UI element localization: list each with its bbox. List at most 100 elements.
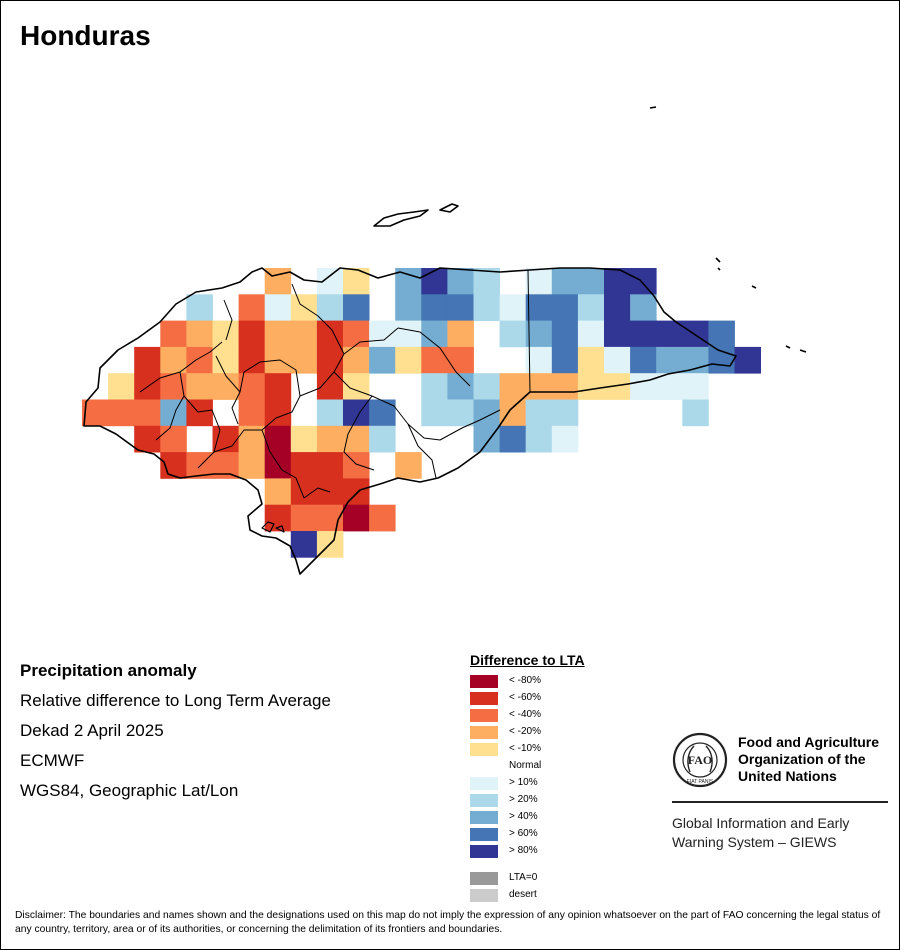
legend-label: Normal (509, 760, 542, 771)
anomaly-cell (682, 373, 709, 400)
anomaly-cell (682, 320, 709, 348)
anomaly-cell (264, 452, 292, 479)
anomaly-cell (630, 373, 657, 400)
anomaly-cell (577, 294, 605, 321)
department-boundaries (139, 269, 531, 499)
anomaly-cell (134, 346, 161, 374)
legend-item-row: < -10% (470, 742, 585, 759)
anomaly-cell (264, 320, 292, 348)
legend-label: > 40% (509, 811, 538, 822)
anomaly-cell (290, 320, 318, 348)
anomaly-grid (82, 268, 761, 558)
legend-label: desert (509, 889, 537, 900)
anomaly-cell (316, 425, 344, 453)
swan-islands (715, 257, 807, 353)
legend-title: Difference to LTA (470, 652, 585, 668)
anomaly-cell (604, 294, 631, 321)
anomaly-cell (656, 346, 683, 374)
anomaly-cell (264, 399, 292, 427)
legend-swatch (470, 828, 498, 841)
legend-item-row: > 80% (470, 844, 585, 861)
anomaly-cell (343, 425, 370, 453)
anomaly-cell (551, 373, 579, 400)
anomaly-cell (160, 399, 187, 427)
anomaly-cell (290, 294, 318, 321)
anomaly-cell (134, 399, 161, 427)
anomaly-cell (577, 373, 605, 400)
anomaly-cell (421, 346, 448, 374)
anomaly-cell (447, 373, 474, 400)
anomaly-cell (290, 504, 318, 532)
anomaly-cell (343, 399, 370, 427)
anomaly-cell (395, 320, 422, 348)
anomaly-cell (186, 373, 213, 400)
anomaly-cell (369, 504, 396, 532)
anomaly-cell (604, 268, 631, 295)
anomaly-cell (630, 346, 657, 374)
anomaly-cell (551, 346, 579, 374)
legend-item-row: < -40% (470, 708, 585, 725)
legend-swatch (470, 709, 498, 722)
fao-divider (672, 801, 888, 803)
anomaly-cell (264, 425, 292, 453)
anomaly-cell (551, 425, 579, 453)
map-title: Honduras (20, 20, 151, 51)
anomaly-cell (212, 320, 239, 348)
legend-label: > 80% (509, 845, 538, 856)
anomaly-cell (160, 425, 187, 453)
anomaly-cell (369, 346, 396, 374)
anomaly-cell (421, 268, 448, 295)
anomaly-cell (395, 452, 422, 479)
anomaly-cell (473, 373, 500, 400)
anomaly-cell (238, 452, 266, 479)
anomaly-cell (238, 399, 266, 427)
anomaly-cell (343, 373, 370, 400)
anomaly-cell (316, 346, 344, 374)
anomaly-cell (290, 531, 318, 558)
fao-logo-icon: FAO FIAT PANIS (672, 732, 728, 788)
legend-swatch (470, 794, 498, 807)
anomaly-cell (734, 346, 761, 374)
info-period: Dekad 2 April 2025 (20, 721, 164, 740)
anomaly-cell (577, 346, 605, 374)
anomaly-cell (447, 346, 474, 374)
anomaly-cell (499, 373, 527, 400)
legend-item-row: < -80% (470, 674, 585, 691)
anomaly-cell (421, 294, 448, 321)
fao-name-line3: United Nations (738, 768, 837, 784)
anomaly-cell (447, 399, 474, 427)
anomaly-cell (447, 294, 474, 321)
info-subtitle: Relative difference to Long Term Average (20, 691, 331, 710)
legend: Difference to LTA < -80% < -60% < -40% < -2… (470, 652, 585, 905)
anomaly-cell (525, 399, 553, 427)
anomaly-cell (525, 425, 553, 453)
legend-swatch (470, 692, 498, 705)
anomaly-cell (421, 373, 448, 400)
anomaly-cell (630, 294, 657, 321)
anomaly-cell (264, 294, 292, 321)
anomaly-cell (551, 399, 579, 427)
legend-item-row: < -60% (470, 691, 585, 708)
legend-swatch (470, 675, 498, 688)
anomaly-cell (499, 294, 527, 321)
giews-name: Global Information and Early Warning Sys… (672, 814, 849, 852)
anomaly-cell (499, 425, 527, 453)
anomaly-cell (421, 320, 448, 348)
anomaly-cell (264, 478, 292, 506)
info-heading: Precipitation anomaly (20, 661, 197, 680)
legend-extra-row: desert (470, 888, 585, 905)
anomaly-cell (577, 268, 605, 295)
legend-label: < -40% (509, 709, 541, 720)
disclaimer: Disclaimer: The boundaries and names sho… (15, 910, 881, 935)
anomaly-cell (604, 346, 631, 374)
country-outline (83, 106, 807, 575)
bay-islands (373, 106, 657, 227)
anomaly-cell (499, 320, 527, 348)
anomaly-cell (343, 452, 370, 479)
anomaly-cell (708, 320, 735, 348)
anomaly-cell (499, 399, 527, 427)
anomaly-cell (343, 294, 370, 321)
anomaly-cell (473, 399, 500, 427)
legend-gap (470, 861, 585, 871)
anomaly-cell (682, 399, 709, 427)
